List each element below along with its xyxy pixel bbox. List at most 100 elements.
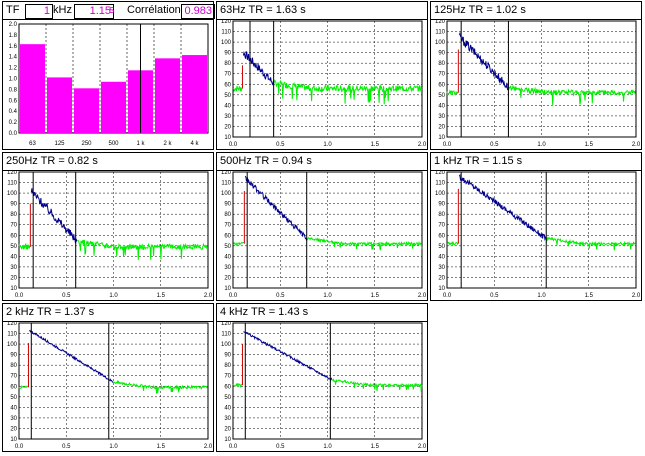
x-tick-label: 0.0 bbox=[229, 293, 238, 299]
y-tick-label: 1.0 bbox=[9, 77, 18, 83]
decay-plot-250hz[interactable]: 120 110 100 90 80 70 60 50 40 30 20 100.0 0.5 1.0 1.5 2… bbox=[3, 170, 213, 301]
y-tick-label: 50 bbox=[224, 93, 231, 99]
noise-trace bbox=[507, 84, 636, 106]
x-tick-label: 1.0 bbox=[323, 444, 332, 450]
x-tick-label: 125 bbox=[54, 141, 65, 147]
y-tick-label: 90 bbox=[10, 202, 17, 208]
x-tick-label: 2.0 bbox=[204, 293, 213, 299]
y-tick-label: 80 bbox=[10, 212, 17, 218]
y-tick-label: 30 bbox=[224, 416, 231, 422]
y-tick-label: 20 bbox=[10, 275, 17, 281]
y-tick-label: 110 bbox=[221, 30, 231, 36]
y-tick-label: 0.0 bbox=[9, 131, 18, 137]
band-title: 1 kHz TR = 1.15 s bbox=[431, 153, 641, 171]
y-tick-label: 120 bbox=[7, 170, 18, 176]
y-tick-label: 0.4 bbox=[9, 109, 18, 115]
band-title: 125Hz TR = 1.02 s bbox=[431, 2, 641, 20]
y-tick-label: 100 bbox=[221, 40, 232, 46]
decay-plot-1khz[interactable]: 120 110 100 90 80 70 60 50 40 30 20 100.0 0.5 1.0 1.5 2… bbox=[431, 170, 641, 301]
band-panel-250hz: 250Hz TR = 0.82 s 120 110 100 90 80 70 60 50 40 3… bbox=[2, 152, 214, 301]
noise-trace bbox=[446, 240, 459, 246]
noise-trace bbox=[273, 79, 423, 105]
y-tick-label: 100 bbox=[435, 40, 446, 46]
decay-plot-4khz[interactable]: 120 110 100 90 80 70 60 50 40 30 20 100.0 0.5 1.0 1.5 2… bbox=[217, 321, 427, 452]
noise-trace bbox=[18, 242, 31, 250]
y-tick-label: 120 bbox=[221, 321, 232, 327]
tr-value-field[interactable]: 1.15 bbox=[74, 4, 114, 19]
y-tick-label: 70 bbox=[224, 374, 231, 380]
y-tick-label: 70 bbox=[10, 374, 17, 380]
decay-plot-63hz[interactable]: 120 110 100 90 80 70 60 50 40 30 20 100.0 0.5 1.0 1.5 2… bbox=[217, 19, 427, 150]
frequency-value-field[interactable]: 1 bbox=[25, 4, 53, 19]
correlation-value-field[interactable]: 0.983 bbox=[181, 4, 215, 19]
y-tick-label: 80 bbox=[10, 363, 17, 369]
band-panel-4khz: 4 kHz TR = 1.43 s 120 110 100 90 80 70 60 50 40 3… bbox=[216, 303, 428, 452]
x-tick-label: 1.0 bbox=[537, 293, 546, 299]
x-tick-label: 0.0 bbox=[229, 142, 238, 148]
y-tick-label: 10 bbox=[10, 437, 17, 443]
decay-plot-125hz[interactable]: 120 110 100 90 80 70 60 50 40 30 20 100.0 0.5 1.0 1.5 2… bbox=[431, 19, 641, 150]
noise-trace bbox=[232, 85, 243, 93]
y-tick-label: 40 bbox=[224, 405, 231, 411]
decay-plot-500hz[interactable]: 120 110 100 90 80 70 60 50 40 30 20 100.0 0.5 1.0 1.5 2… bbox=[217, 170, 427, 301]
y-tick-label: 30 bbox=[224, 114, 231, 120]
x-tick-label: 500 bbox=[108, 141, 119, 147]
x-tick-label: 0.5 bbox=[62, 293, 71, 299]
x-tick-label: 0.5 bbox=[62, 444, 71, 450]
x-tick-label: 2.0 bbox=[418, 444, 427, 450]
x-tick-label: 1.5 bbox=[157, 293, 166, 299]
decay-trace bbox=[29, 329, 114, 383]
decay-trace bbox=[244, 175, 307, 241]
decay-trace bbox=[458, 173, 547, 241]
y-tick-label: 90 bbox=[438, 51, 445, 57]
y-tick-label: 40 bbox=[10, 254, 17, 260]
y-tick-label: 0.2 bbox=[9, 120, 18, 126]
band-title: 2 kHz TR = 1.37 s bbox=[3, 304, 213, 322]
y-tick-label: 10 bbox=[224, 135, 231, 141]
band-panel-125hz: 125Hz TR = 1.02 s 120 110 100 90 80 70 60 50 40 3… bbox=[430, 1, 642, 150]
band-title: 500Hz TR = 0.94 s bbox=[217, 153, 427, 171]
x-tick-label: 1.5 bbox=[371, 444, 380, 450]
y-tick-label: 100 bbox=[7, 342, 18, 348]
y-tick-label: 120 bbox=[435, 19, 446, 25]
y-tick-label: 40 bbox=[438, 254, 445, 260]
y-tick-label: 60 bbox=[10, 384, 17, 390]
y-tick-label: 60 bbox=[224, 233, 231, 239]
y-tick-label: 20 bbox=[438, 124, 445, 130]
x-tick-label: 1.0 bbox=[109, 444, 118, 450]
y-tick-label: 80 bbox=[438, 61, 445, 67]
bar bbox=[20, 44, 45, 133]
noise-trace bbox=[232, 382, 243, 389]
y-tick-label: 0.8 bbox=[9, 87, 18, 93]
bar bbox=[155, 58, 180, 133]
x-tick-label: 2.0 bbox=[418, 293, 427, 299]
y-tick-label: 1.4 bbox=[9, 55, 18, 61]
y-tick-label: 50 bbox=[438, 93, 445, 99]
x-tick-label: 0.5 bbox=[276, 142, 285, 148]
band-title: 4 kHz TR = 1.43 s bbox=[217, 304, 427, 322]
y-tick-label: 110 bbox=[221, 181, 231, 187]
y-tick-label: 20 bbox=[224, 124, 231, 130]
y-tick-label: 60 bbox=[224, 384, 231, 390]
y-tick-label: 40 bbox=[224, 254, 231, 260]
x-tick-label: 1.5 bbox=[371, 142, 380, 148]
x-tick-label: 1.0 bbox=[323, 293, 332, 299]
y-tick-label: 50 bbox=[224, 244, 231, 250]
y-tick-label: 30 bbox=[438, 265, 445, 271]
x-tick-label: 1.0 bbox=[109, 293, 118, 299]
x-tick-label: 1.5 bbox=[585, 293, 594, 299]
y-tick-label: 80 bbox=[438, 212, 445, 218]
y-tick-label: 120 bbox=[435, 170, 446, 176]
noise-trace bbox=[113, 379, 209, 394]
bar bbox=[74, 88, 99, 133]
x-tick-label: 63 bbox=[29, 141, 36, 147]
y-tick-label: 110 bbox=[221, 332, 231, 338]
y-tick-label: 50 bbox=[10, 244, 17, 250]
band-title: 63Hz TR = 1.63 s bbox=[217, 2, 427, 20]
y-tick-label: 80 bbox=[224, 212, 231, 218]
decay-plot-2khz[interactable]: 120 110 100 90 80 70 60 50 40 30 20 100.0 0.5 1.0 1.5 2… bbox=[3, 321, 213, 452]
y-tick-label: 70 bbox=[224, 223, 231, 229]
tr-unit-label: s bbox=[109, 4, 115, 16]
noise-trace bbox=[545, 236, 636, 251]
x-tick-label: 0.0 bbox=[15, 293, 24, 299]
